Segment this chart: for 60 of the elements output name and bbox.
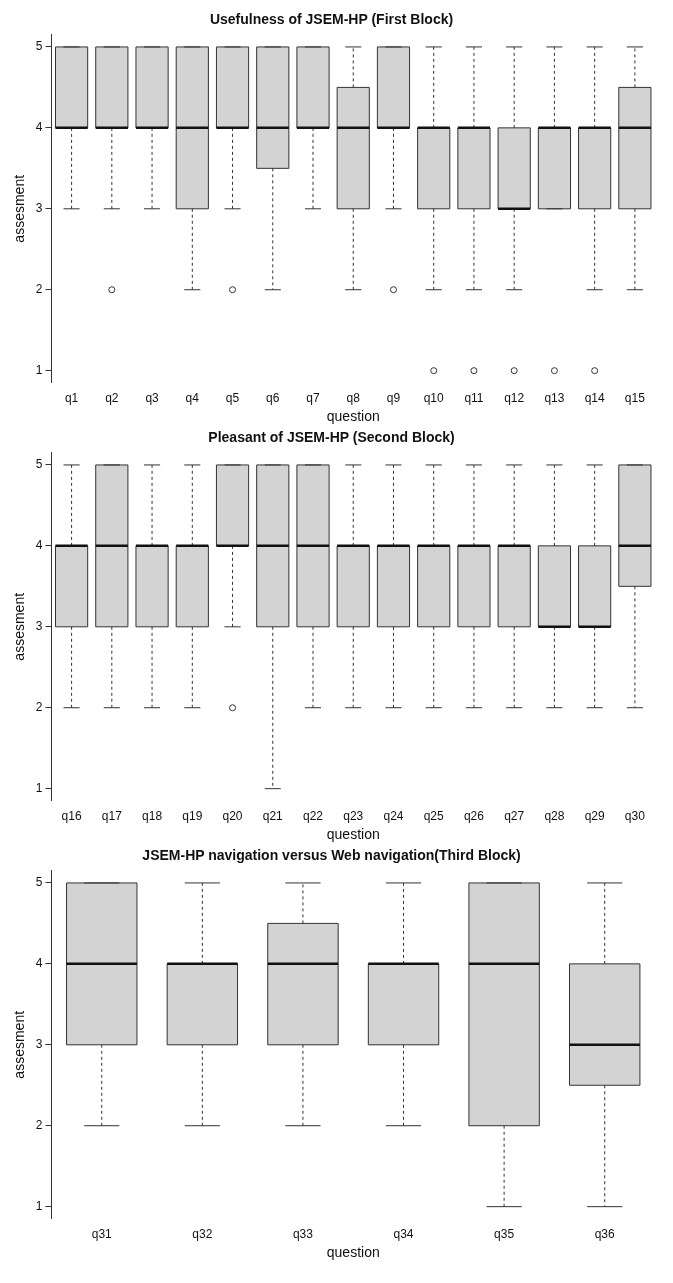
x-tick-label: q9 [386,391,401,406]
x-tick-label: q18 [142,809,163,824]
y-tick-label: 2 [35,1118,43,1133]
y-tick-label: 4 [35,120,43,135]
chart-title: Usefulness of JSEM-HP (First Block) [209,11,454,28]
x-tick-label: q32 [192,1227,213,1242]
x-tick-label: q30 [624,809,646,824]
chart-title: JSEM-HP navigation versus Web navigation(Third Block) [142,847,521,864]
y-tick-label: 5 [35,457,43,472]
x-tick-label: q11 [464,391,484,406]
y-tick-label: 1 [35,362,43,377]
x-tick-label: q6 [266,391,280,406]
y-axis-title: assesment [11,174,28,243]
x-tick-label: q5 [225,391,240,406]
x-tick-label: q17 [101,809,123,824]
x-tick-label: q34 [393,1227,414,1242]
x-axis-title: question [326,408,380,425]
x-tick-label: q14 [584,391,605,406]
y-tick-label: 4 [35,538,43,553]
x-tick-label: q1 [64,391,79,406]
x-tick-label: q16 [61,809,82,824]
x-tick-label: q31 [91,1227,113,1242]
x-axis-title: question [326,826,380,843]
x-tick-label: q12 [504,391,525,406]
x-tick-label: q26 [463,809,485,824]
x-tick-label: q2 [105,391,119,406]
x-tick-label: q27 [504,809,525,824]
chart-title: Pleasant of JSEM-HP (Second Block) [208,429,455,446]
y-tick-label: 4 [35,956,43,971]
x-tick-label: q8 [346,391,361,406]
y-tick-label: 5 [35,875,43,890]
x-tick-label: q28 [544,809,565,824]
x-tick-label: q25 [423,809,445,824]
y-axis-title: assesment [11,1010,28,1079]
y-tick-label: 3 [35,1037,43,1052]
x-tick-label: q33 [292,1227,314,1242]
x-tick-label: q22 [302,809,324,824]
y-tick-label: 2 [35,700,43,715]
x-tick-label: q35 [494,1227,515,1242]
x-tick-label: q3 [145,391,160,406]
x-tick-label: q7 [306,391,320,406]
y-tick-label: 5 [35,39,43,54]
y-tick-label: 1 [35,780,43,795]
x-tick-label: q23 [343,809,364,824]
y-tick-label: 3 [35,619,43,634]
y-tick-label: 3 [35,201,43,216]
x-tick-label: q21 [262,809,284,824]
y-tick-label: 1 [35,1198,43,1213]
x-axis-title: question [326,1244,380,1261]
x-tick-label: q4 [185,391,200,406]
x-tick-label: q19 [182,809,203,824]
x-tick-label: q15 [624,391,646,406]
x-tick-label: q36 [594,1227,616,1242]
x-tick-label: q13 [544,391,565,406]
x-tick-label: q24 [383,809,404,824]
x-tick-label: q20 [222,809,243,824]
x-tick-label: q29 [584,809,605,824]
y-axis-title: assesment [11,592,28,661]
x-tick-label: q10 [423,391,445,406]
y-tick-label: 2 [35,282,43,297]
